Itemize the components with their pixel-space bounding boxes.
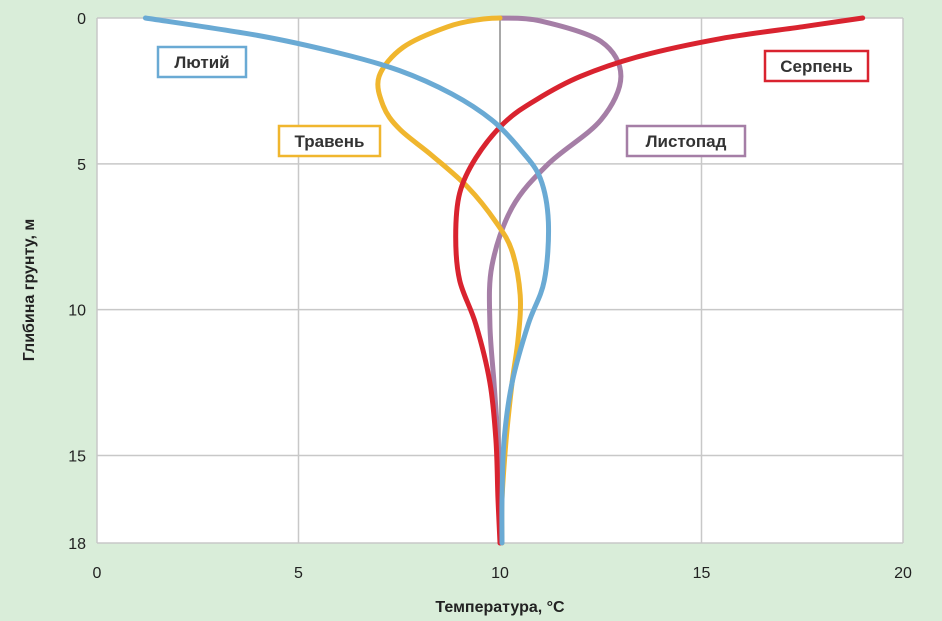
series-labels: Лютий Травень Серпень Листопад (156, 45, 870, 158)
y-tick-label: 15 (68, 449, 86, 466)
y-tick-label: 10 (68, 303, 86, 320)
series-label-box (763, 49, 870, 83)
y-tick-label: 5 (77, 157, 86, 174)
series-label-may: Травень (277, 124, 382, 158)
y-tick-labels: 0 5 10 15 18 (68, 11, 86, 553)
series-label-text: Лютий (174, 53, 229, 72)
x-tick-labels: 0 5 10 15 20 (93, 565, 912, 582)
y-tick-label: 18 (68, 536, 86, 553)
series-label-box (625, 124, 747, 158)
series-label-text: Травень (295, 132, 365, 151)
series-line-august (453, 15, 866, 546)
x-tick-label: 15 (693, 565, 711, 582)
x-tick-label: 0 (93, 565, 102, 582)
x-tick-label: 10 (491, 565, 509, 582)
series-label-box (156, 45, 248, 79)
y-axis-title: Глибина грунту, м (21, 219, 38, 361)
series-line-february (142, 15, 552, 546)
series-lines (142, 15, 866, 546)
x-axis-title: Температура, °C (435, 599, 565, 616)
series-label-august: Серпень (763, 49, 870, 83)
x-tick-label: 20 (894, 565, 912, 582)
series-label-text: Листопад (646, 132, 727, 151)
series-label-box (277, 124, 382, 158)
x-tick-label: 5 (294, 565, 303, 582)
series-label-october: Листопад (625, 124, 747, 158)
y-tick-label: 0 (77, 11, 86, 28)
series-label-february: Лютий (156, 45, 248, 79)
series-label-text: Серпень (780, 57, 853, 76)
